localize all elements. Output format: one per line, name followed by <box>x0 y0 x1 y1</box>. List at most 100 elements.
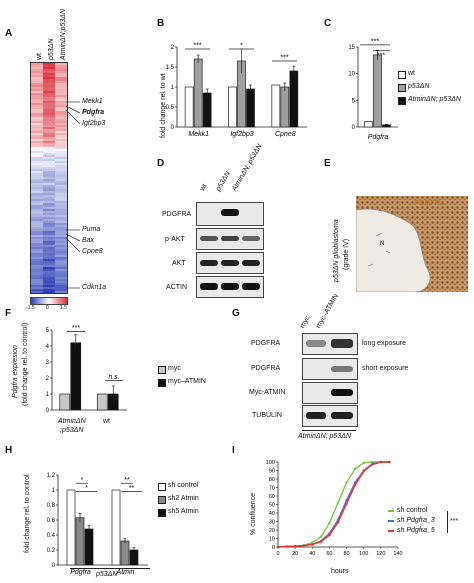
g-note-short: short exposure <box>362 365 409 372</box>
y-tick-label: 1.5 <box>166 65 175 71</box>
i-legend-swatch-control <box>388 510 394 512</box>
heatmap-cell <box>55 201 67 203</box>
heatmap-cell <box>43 145 55 147</box>
heatmap-cell <box>55 219 67 221</box>
heatmap-col-atmin-p53: AtminΔN;p53ΔN <box>60 8 67 60</box>
sig-label: *** <box>280 55 288 62</box>
heatmap-cell <box>43 159 55 161</box>
heatmap-cell <box>55 79 67 81</box>
y-tick-label: 5 <box>46 328 50 334</box>
bar <box>96 393 108 411</box>
heatmap-cell <box>43 89 55 91</box>
heatmap-cell <box>43 93 55 95</box>
heatmap-cell <box>55 233 67 235</box>
heatmap-cell <box>43 83 55 85</box>
f-ylabel-1: Pdgfra expresion <box>12 345 19 398</box>
heatmap-cell <box>43 153 55 155</box>
data-point <box>302 544 305 547</box>
panel-letter-h: H <box>5 445 13 456</box>
bar <box>66 489 76 566</box>
y-tick-label: 70 <box>269 486 275 492</box>
data-point <box>371 463 374 466</box>
heatmap-cell <box>31 191 43 193</box>
heatmap-cell <box>55 163 67 165</box>
heatmap-cell <box>31 289 43 291</box>
heatmap-cell <box>55 275 67 277</box>
heatmap-cell <box>31 129 43 131</box>
heatmap-cell <box>31 115 43 117</box>
heatmap-cell <box>31 169 43 171</box>
gene-connector-lines <box>65 101 81 289</box>
heatmap-cell <box>55 93 67 95</box>
g-blot-myc-atmin <box>302 382 358 404</box>
heatmap-cell <box>31 107 43 109</box>
heatmap-cell <box>55 167 67 169</box>
h-footer: p53ΔN <box>96 571 118 578</box>
heatmap-cell <box>55 267 67 269</box>
heatmap-cell <box>55 271 67 273</box>
g-row-myc-atmin: Myc-ATMIN <box>249 389 286 396</box>
heatmap-cell <box>43 275 55 277</box>
heatmap-cell <box>43 291 55 293</box>
heatmap-cell <box>43 187 55 189</box>
c-legend-swatch-atmin <box>398 97 406 105</box>
heatmap-cell <box>31 153 43 155</box>
heatmap-cell <box>43 223 55 225</box>
data-point <box>328 533 331 537</box>
chart-i: 0 10 20 30 40 50 60 70 80 90 100 0 20 40 60 80 100 120 140 <box>266 460 403 557</box>
heatmap-cell <box>31 121 43 123</box>
data-point <box>336 501 340 504</box>
heatmap-cell <box>31 179 43 181</box>
sig-label: *** <box>193 43 201 50</box>
heatmap-cell <box>43 173 55 175</box>
growth-curve <box>277 461 390 548</box>
c-legend-swatch-wt <box>398 71 406 79</box>
heatmap-cell <box>43 263 55 265</box>
heatmap-cell <box>43 229 55 231</box>
heatmap-cell <box>31 89 43 91</box>
heatmap-cell <box>31 105 43 107</box>
heatmap-cell <box>55 217 67 219</box>
heatmap-cell <box>55 127 67 129</box>
heatmap-cell <box>55 143 67 145</box>
g-row-tubulin: TUBULIN <box>252 412 282 419</box>
y-tick-label: 30 <box>269 520 275 526</box>
gene-label-bax: Bax <box>82 237 95 244</box>
heatmap-cell <box>31 69 43 71</box>
heatmap-cell <box>43 277 55 279</box>
heatmap-cell <box>31 201 43 203</box>
y-tick-label: 40 <box>269 511 275 517</box>
heatmap-colorscale <box>30 297 68 305</box>
heatmap-cell <box>43 117 55 119</box>
g-col-myc: myc <box>299 314 312 330</box>
heatmap-cell <box>31 173 43 175</box>
y-tick-label: 0 <box>171 125 175 131</box>
heatmap-cell <box>55 205 67 207</box>
heatmap-cell <box>31 265 43 267</box>
data-point <box>311 541 314 544</box>
y-tick-label: 80 <box>269 477 275 483</box>
f-ylabel-2: (fold change rel. to control) <box>22 322 29 406</box>
bar <box>202 92 212 128</box>
heatmap-cell <box>43 217 55 219</box>
h-legend-swatch-control <box>158 483 166 491</box>
sig-label: * <box>85 485 88 492</box>
heatmap-cell <box>43 289 55 291</box>
heatmap-cell <box>55 215 67 217</box>
heatmap-cell <box>31 117 43 119</box>
heatmap-cell <box>31 123 43 125</box>
sig-label: *** <box>371 38 379 45</box>
bar <box>228 86 237 128</box>
panel-letter-i: I <box>232 445 235 456</box>
heatmap-cell <box>31 175 43 177</box>
heatmap-cell <box>31 257 43 259</box>
heatmap-cell <box>55 225 67 227</box>
e-histology-image: PDGFRa N <box>356 196 468 292</box>
heatmap-cell <box>55 259 67 261</box>
heatmap-cell <box>31 99 43 101</box>
sig-label: *** <box>72 325 80 332</box>
i-sig-bracket <box>447 511 448 533</box>
heatmap-cell <box>55 151 67 153</box>
h-legend-swatch-sh5 <box>158 509 166 517</box>
heatmap-cell <box>43 247 55 249</box>
